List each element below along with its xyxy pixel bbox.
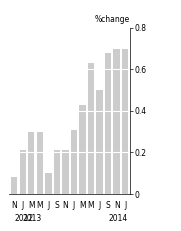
Text: J: J [22, 201, 24, 210]
Text: J: J [73, 201, 75, 210]
Text: J: J [47, 201, 49, 210]
Text: M: M [37, 201, 43, 210]
Bar [11, 177, 17, 194]
Text: S: S [54, 201, 59, 210]
Bar [62, 150, 69, 194]
Bar [122, 49, 128, 194]
Text: M: M [79, 201, 86, 210]
Bar [54, 150, 60, 194]
Bar [79, 105, 86, 194]
Text: J: J [124, 201, 126, 210]
Bar [71, 130, 77, 194]
Text: %change: %change [95, 15, 130, 24]
Text: 2013: 2013 [23, 214, 42, 223]
Text: J: J [98, 201, 101, 210]
Bar [88, 63, 94, 194]
Text: M: M [88, 201, 94, 210]
Bar [28, 132, 34, 194]
Bar [20, 150, 26, 194]
Text: S: S [106, 201, 110, 210]
Text: N: N [114, 201, 119, 210]
Text: N: N [11, 201, 17, 210]
Bar [113, 49, 120, 194]
Bar [96, 90, 103, 194]
Bar [45, 173, 52, 194]
Text: N: N [63, 201, 68, 210]
Text: M: M [28, 201, 35, 210]
Text: 2014: 2014 [108, 214, 127, 223]
Bar [105, 53, 111, 194]
Text: 2012: 2012 [14, 214, 33, 223]
Bar [37, 132, 43, 194]
